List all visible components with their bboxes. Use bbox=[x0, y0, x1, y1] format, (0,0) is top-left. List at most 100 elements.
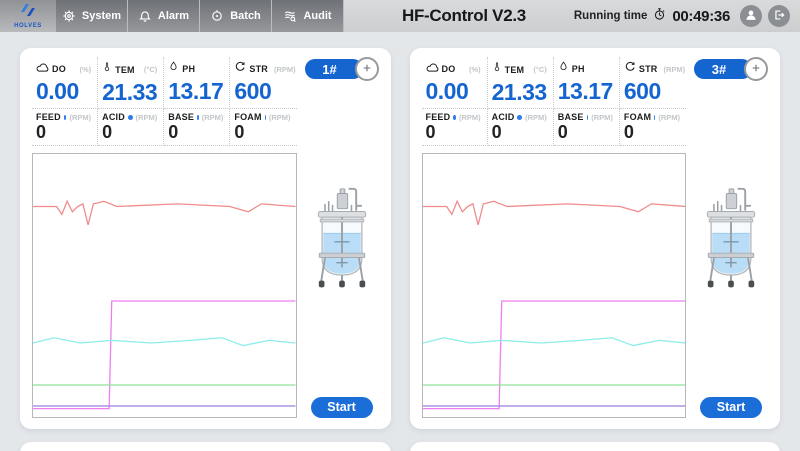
tile-label: STR bbox=[638, 64, 658, 74]
sensor-tile-str: STR (RPM) 600 bbox=[619, 57, 686, 109]
logout-button[interactable] bbox=[768, 5, 790, 27]
actuator-tile-feed: FEED (RPM) 0 bbox=[421, 109, 488, 146]
droplet-icon bbox=[168, 60, 179, 78]
reactor-vessel-illustration bbox=[309, 81, 375, 397]
tile-label: STR bbox=[249, 64, 268, 74]
tile-value: 0 bbox=[102, 122, 112, 142]
tab-audit[interactable]: Audit bbox=[272, 0, 344, 32]
actuator-row: FEED (RPM) 0 ACID (RPM) 0 BASE (RPM) 0 FOAM (RPM) 0 bbox=[421, 109, 686, 146]
tile-unit: (RPM) bbox=[273, 64, 296, 74]
sensor-tile-do: DO (%) 0.00 bbox=[32, 57, 99, 109]
tile-head: PH bbox=[168, 60, 223, 78]
tile-value: 0 bbox=[491, 122, 502, 142]
tile-value: 0 bbox=[425, 122, 436, 142]
thermometer-icon bbox=[492, 60, 502, 79]
blue-status-dot bbox=[127, 114, 133, 120]
tile-value: 0.00 bbox=[36, 78, 79, 104]
tile-head: DO (%) bbox=[426, 60, 481, 78]
start-button[interactable]: Start bbox=[700, 396, 762, 418]
tab-label: System bbox=[81, 10, 122, 22]
series-magenta bbox=[423, 301, 686, 409]
tile-label: BASE bbox=[557, 112, 584, 122]
actuator-tile-base: BASE (RPM) 0 bbox=[553, 109, 620, 146]
tile-unit: (RPM) bbox=[525, 112, 547, 122]
tile-value: 600 bbox=[623, 78, 661, 104]
tab-label: Audit bbox=[303, 10, 332, 22]
tile-head: TEM (°C) bbox=[102, 60, 157, 79]
tile-head: FEED (RPM) bbox=[426, 112, 481, 122]
running-time-value: 00:49:36 bbox=[672, 7, 730, 25]
reactor-id-badge: 3# bbox=[694, 59, 752, 79]
running-time: Running time 00:49:36 bbox=[574, 0, 740, 32]
tile-unit: (RPM) bbox=[663, 64, 686, 74]
tile-value: 600 bbox=[234, 78, 272, 104]
app-logo: HOLVES bbox=[0, 0, 56, 32]
top-nav: HOLVES System Alarm Batch Audit HF-Control … bbox=[0, 0, 800, 32]
tile-value: 0 bbox=[623, 122, 634, 142]
tile-unit: (%) bbox=[79, 64, 92, 74]
reactor-panel-2: DO(%)0.00TEM(°C)21.33PH13.17STR(RPM)600F… bbox=[20, 441, 391, 451]
nav-actions bbox=[740, 0, 790, 32]
tile-label: PH bbox=[571, 64, 585, 74]
tab-alarm[interactable]: Alarm bbox=[128, 0, 200, 32]
plus-icon bbox=[750, 62, 762, 77]
tile-head: FEED (RPM) bbox=[36, 112, 91, 122]
tile-head: ACID (RPM) bbox=[102, 112, 157, 122]
sensor-tile-ph: PH 13.17 bbox=[553, 57, 620, 109]
tile-head: STR (RPM) bbox=[234, 60, 296, 78]
tile-unit: (RPM) bbox=[458, 112, 481, 122]
blue-status-dot bbox=[63, 114, 67, 120]
tile-unit: (RPM) bbox=[591, 112, 613, 122]
tile-head: DO (%) bbox=[36, 60, 91, 78]
actuator-tile-feed: FEED (RPM) 0 bbox=[32, 109, 99, 146]
sensor-tile-tem: TEM (°C) 21.33 bbox=[98, 57, 165, 109]
tile-label: FEED bbox=[425, 112, 451, 122]
tile-value: 0 bbox=[234, 122, 244, 142]
logout-icon bbox=[772, 8, 786, 25]
expand-button[interactable] bbox=[354, 57, 379, 81]
tile-label: DO bbox=[441, 64, 456, 74]
tile-head: FOAM (RPM) bbox=[624, 112, 680, 122]
droplet-icon bbox=[558, 60, 569, 78]
tile-label: ACID bbox=[102, 112, 125, 122]
bell-icon bbox=[138, 9, 152, 23]
tile-label: FOAM bbox=[234, 112, 262, 122]
cloud-icon bbox=[36, 60, 49, 78]
trend-chart bbox=[421, 153, 686, 418]
list-search-icon bbox=[283, 9, 297, 23]
tile-label: FOAM bbox=[623, 112, 652, 122]
tile-head: ACID (RPM) bbox=[492, 112, 547, 122]
reactor-id-badge: 1# bbox=[304, 59, 363, 79]
actuator-tile-foam: FOAM (RPM) 0 bbox=[619, 109, 686, 146]
tile-value: 13.17 bbox=[168, 78, 224, 104]
tile-unit: (%) bbox=[468, 64, 481, 74]
sensor-row: DO (%) 0.00 TEM (°C) 21.33 PH 13.17 STR (RPM) 600 bbox=[421, 57, 686, 109]
running-time-label: Running time bbox=[573, 10, 648, 22]
tile-label: BASE bbox=[168, 112, 195, 122]
series-red bbox=[423, 201, 686, 225]
expand-button[interactable] bbox=[744, 57, 768, 81]
logo-text: HOLVES bbox=[14, 23, 42, 29]
stir-icon bbox=[624, 60, 636, 78]
thermometer-icon bbox=[102, 60, 112, 79]
stopwatch-icon bbox=[653, 7, 666, 26]
series-magenta bbox=[33, 301, 296, 409]
reactor-vessel-illustration bbox=[698, 81, 764, 397]
tile-unit: (RPM) bbox=[69, 112, 92, 122]
panel-side: 1# Start bbox=[304, 57, 379, 418]
tile-label: ACID bbox=[491, 112, 515, 122]
tile-unit: (°C) bbox=[143, 65, 158, 74]
tab-batch[interactable]: Batch bbox=[200, 0, 272, 32]
tile-unit: (°C) bbox=[533, 65, 547, 74]
actuator-row: FEED (RPM) 0 ACID (RPM) 0 BASE (RPM) 0 FOAM (RPM) 0 bbox=[32, 109, 297, 146]
tab-label: Batch bbox=[230, 10, 261, 22]
blue-status-dot bbox=[197, 114, 199, 120]
start-button[interactable]: Start bbox=[310, 396, 373, 418]
plus-icon bbox=[361, 62, 373, 77]
panel-readings: DO (%) 0.00 TEM (°C) 21.33 PH 13.17 STR (RPM) 600 F… bbox=[32, 57, 297, 418]
user-button[interactable] bbox=[740, 5, 762, 27]
tile-head: BASE (RPM) bbox=[168, 112, 223, 122]
tab-system[interactable]: System bbox=[56, 0, 128, 32]
person-icon bbox=[744, 8, 758, 25]
gear-icon bbox=[62, 9, 76, 23]
